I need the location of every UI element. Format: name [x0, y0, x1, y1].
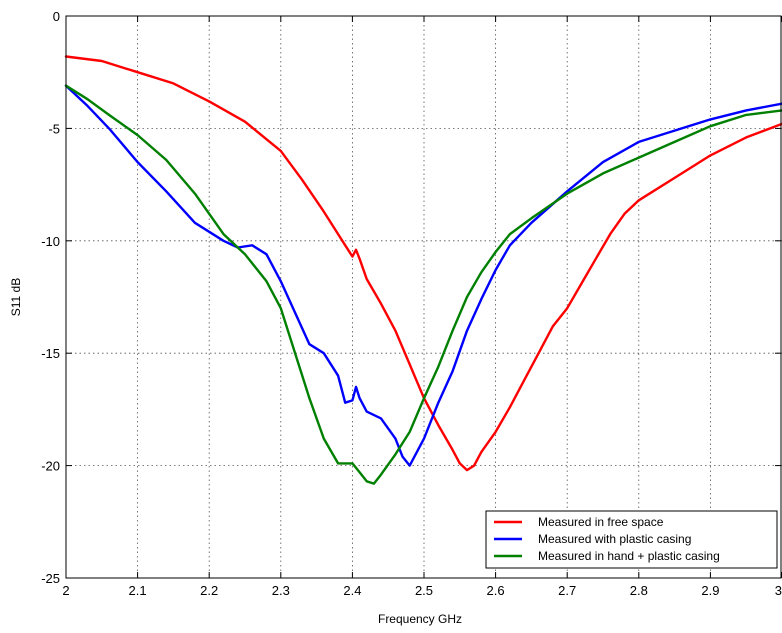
axes: [65, 15, 782, 579]
x-tick-label: 2.6: [487, 583, 505, 598]
y-tick-label: -5: [48, 121, 60, 136]
y-tick-label: -10: [41, 234, 60, 249]
x-tick-label: 2: [62, 583, 69, 598]
x-tick-label: 2.9: [701, 583, 719, 598]
x-tick-label: 2.2: [200, 583, 218, 598]
series-line-3: [64, 84, 782, 485]
x-tick-label: 2.8: [630, 583, 648, 598]
x-axis-title: Frequency GHz: [378, 612, 462, 626]
y-tick-label: -20: [41, 459, 60, 474]
legend-label: Measured with plastic casing: [538, 532, 691, 546]
x-tick-label: 2.7: [558, 583, 576, 598]
legend-label: Measured in free space: [538, 515, 664, 529]
grid-lines: [66, 16, 782, 578]
legend-label: Measured in hand + plastic casing: [538, 549, 720, 563]
y-tick-labels: 0 -5 -10 -15 -20 -25: [41, 9, 60, 586]
series-lines: [64, 55, 782, 485]
x-tick-label: 3: [775, 583, 782, 598]
x-tick-labels: 2 2.1 2.2 2.3 2.4 2.5 2.6 2.7 2.8 2.9 3: [62, 583, 782, 598]
y-tick-label: -25: [41, 571, 60, 586]
legend: Measured in free space Measured with plas…: [485, 510, 778, 569]
x-tick-label: 2.1: [129, 583, 147, 598]
y-tick-label: -15: [41, 346, 60, 361]
x-tick-label: 2.4: [343, 583, 361, 598]
x-tick-label: 2.3: [272, 583, 290, 598]
y-tick-label: 0: [53, 9, 60, 24]
x-tick-label: 2.5: [415, 583, 433, 598]
series-line-1: [64, 55, 782, 472]
legend-box: [485, 510, 778, 569]
y-axis-title: S11 dB: [9, 278, 23, 316]
